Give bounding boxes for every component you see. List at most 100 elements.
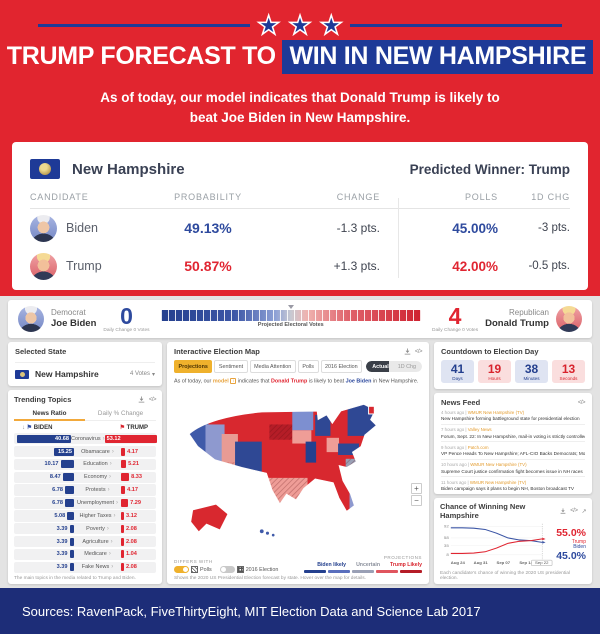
chevron-right-icon[interactable]: › <box>102 435 105 442</box>
expand-icon[interactable]: ↗ <box>581 508 586 515</box>
tab-daily-change[interactable]: Daily % Change <box>85 407 156 421</box>
topic-row-medicare[interactable]: 3.39 Medicare › 1.04 <box>14 548 156 561</box>
map-button-sentiment[interactable]: Sentiment <box>214 360 248 373</box>
countdown-days: 41 Days <box>441 360 474 384</box>
trump-bar-cell: 4.17 <box>121 486 153 495</box>
new-hampshire-flag-icon <box>30 159 60 179</box>
toggle-switch[interactable] <box>174 566 189 573</box>
new-hampshire-marker[interactable] <box>368 406 375 415</box>
page-subtitle: As of today, our model indicates that Do… <box>0 88 600 129</box>
divider <box>38 23 251 27</box>
trump-electoral-votes: 4 <box>448 302 462 329</box>
sentence-text: As of today, our <box>174 378 213 385</box>
news-item[interactable]: 10 hours ago | WMUR New Hampshire (TV) Su… <box>441 460 585 478</box>
topic-row-coronavirus[interactable]: 40.68 Coronavirus › 53.12 <box>14 433 157 445</box>
chevron-down-icon[interactable]: ▾ <box>151 371 155 378</box>
chevron-right-icon[interactable]: › <box>110 538 113 545</box>
candidate-name: Joe Biden <box>51 318 97 330</box>
trump-value: 2.08 <box>126 525 137 532</box>
toggle-switch[interactable] <box>219 566 235 573</box>
actual-1dchg-toggle[interactable]: Actual 1D Chg <box>366 361 422 372</box>
news-items-list: 4 hours ago | WMUR New Hampshire (TV) New… <box>441 407 585 494</box>
selected-state-dropdown[interactable]: New Hampshire 4 Votes ▾ <box>15 362 155 379</box>
zoom-in-button[interactable]: + <box>411 483 422 495</box>
embed-code-icon[interactable]: </> <box>148 396 157 403</box>
differs-toggle-polls[interactable]: Polls <box>174 566 212 573</box>
topic-row-poverty[interactable]: 3.39 Poverty › 2.08 <box>14 523 156 535</box>
chevron-right-icon[interactable]: › <box>113 512 116 519</box>
chevron-right-icon[interactable]: › <box>108 474 111 481</box>
trump-bar <box>121 563 124 572</box>
biden-bar <box>69 550 74 559</box>
download-icon[interactable] <box>560 508 566 514</box>
topic-row-unemployment[interactable]: 6.78 Unemployment › 7.29 <box>14 497 156 509</box>
us-map-svg[interactable] <box>174 386 422 553</box>
chevron-right-icon[interactable]: › <box>111 564 114 571</box>
chevron-right-icon[interactable]: › <box>108 551 111 558</box>
topic-row-education[interactable]: 10.17 Education › 5.21 <box>14 458 156 471</box>
us-outline <box>188 404 377 513</box>
info-icon[interactable]: i <box>230 378 237 384</box>
trump-value: 4.17 <box>127 487 138 494</box>
topic-row-higher-taxes[interactable]: 5.08 Higher Taxes › 3.12 <box>14 510 156 522</box>
map-button-2016-election[interactable]: 2016 Election <box>320 360 363 373</box>
model-link[interactable]: model <box>212 378 229 385</box>
topic-row-obamacare[interactable]: 15.25 Obamacare › 4.17 <box>14 445 156 458</box>
divider <box>398 198 399 278</box>
panel-title: Chance of Winning New Hampshire <box>440 502 526 520</box>
countdown-value: 38 <box>524 362 539 376</box>
toggle-1d-chg[interactable]: 1D Chg <box>388 361 422 372</box>
news-meta: 4 hours ago | WMUR New Hampshire (TV) <box>441 409 525 415</box>
us-election-map[interactable]: + − <box>174 386 422 553</box>
chevron-right-icon[interactable]: › <box>107 487 110 494</box>
news-item[interactable]: 9 hours ago | Patch.com VP Pence Heads To… <box>441 442 585 460</box>
news-meta: 10 hours ago | WMUR New Hampshire (TV) <box>441 462 527 468</box>
news-item[interactable]: 4 hours ago | WMUR New Hampshire (TV) New… <box>441 407 585 425</box>
topic-row-protests[interactable]: 6.78 Protests › 4.17 <box>14 484 156 496</box>
embed-code-icon[interactable]: </> <box>414 348 423 355</box>
panel-title: Countdown to Election Day <box>441 347 539 356</box>
hawaii-shape[interactable] <box>259 529 264 534</box>
trump-bar-cell: 5.21 <box>121 460 153 469</box>
alaska-shape[interactable] <box>191 505 228 532</box>
panel-footnote: Shows the 2020 US Presidential Election … <box>174 576 366 581</box>
biden-value: 3.39 <box>56 551 68 558</box>
sort-arrow-icon[interactable]: ↓ <box>22 425 25 431</box>
download-icon[interactable] <box>404 348 411 355</box>
biden-1d-chg: -3 pts. <box>538 222 570 234</box>
y-tick-label: 35 <box>444 543 450 547</box>
embed-code-icon[interactable]: </> <box>577 399 586 406</box>
trump-bar <box>121 511 125 520</box>
trump-value: 5.21 <box>128 461 139 468</box>
map-button-media-attention[interactable]: Media Attention <box>249 360 296 373</box>
differs-toggle-2016-election[interactable]: 2016 Election <box>219 566 278 573</box>
state-name: New Hampshire <box>72 160 185 178</box>
chevron-right-icon[interactable]: › <box>111 448 114 455</box>
divider <box>349 23 562 27</box>
hawaii-shape[interactable] <box>265 532 270 536</box>
news-source: WMUR New Hampshire (TV) <box>469 479 527 485</box>
topic-label-cell: Medicare › <box>74 551 121 557</box>
topic-row-fake-news[interactable]: 3.39 Fake News › 2.08 <box>14 561 156 573</box>
biden-value: 3.39 <box>56 564 68 571</box>
news-item[interactable]: 11 hours ago | WMUR New Hampshire (TV) Bi… <box>441 477 585 494</box>
map-button-projections[interactable]: Projections <box>174 360 213 373</box>
toggle-actual[interactable]: Actual <box>366 361 395 372</box>
chevron-right-icon[interactable]: › <box>109 461 112 468</box>
chevron-right-icon[interactable]: › <box>116 499 118 506</box>
biden-bar <box>62 473 74 482</box>
topic-row-economy[interactable]: 8.47 Economy › 8.33 <box>14 471 156 483</box>
biden-bar <box>65 498 74 507</box>
embed-code-icon[interactable]: </> <box>570 508 578 514</box>
zoom-out-button[interactable]: − <box>411 495 422 507</box>
map-button-polls[interactable]: Polls <box>297 360 319 373</box>
news-item[interactable]: 7 hours ago | Valley News Forum, Sept. 22… <box>441 425 585 443</box>
chevron-right-icon[interactable]: › <box>106 525 109 532</box>
trump-value: 8.33 <box>131 474 143 481</box>
tab-news-ratio[interactable]: News Ratio <box>14 407 85 421</box>
biden-probability: 49.13% <box>184 220 232 236</box>
hawaii-shape[interactable] <box>271 534 275 537</box>
topic-label-cell: Agriculture › <box>74 539 121 545</box>
topic-row-agriculture[interactable]: 3.39 Agriculture › 2.08 <box>14 535 156 548</box>
download-icon[interactable] <box>138 396 145 403</box>
